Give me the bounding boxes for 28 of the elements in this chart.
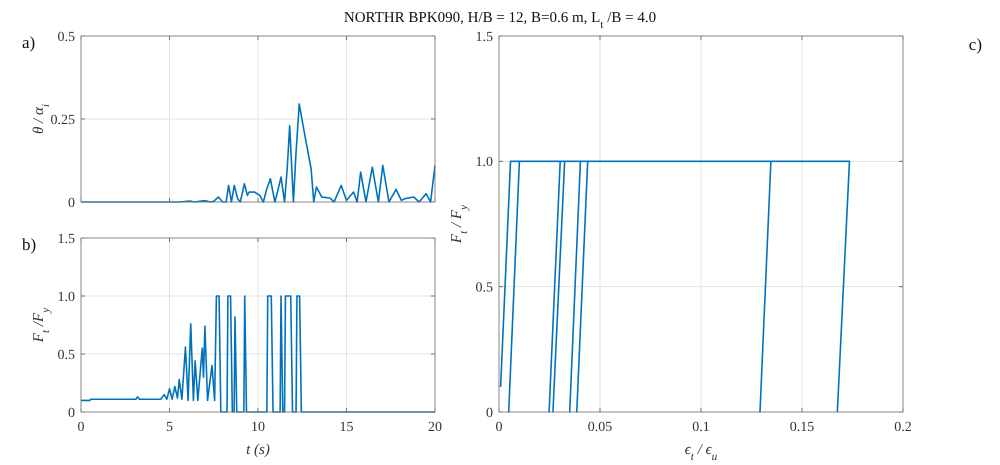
x-tick-label: 10 bbox=[251, 420, 265, 435]
y-tick-label: 0 bbox=[68, 196, 75, 211]
text: NORTHR BPK090, H/B = 12, B=0.6 m, L$_{t}$ /B = 4.0 bbox=[344, 10, 656, 31]
y-tick-label: 0.5 bbox=[476, 280, 493, 296]
x-tick-label: 15 bbox=[340, 420, 354, 435]
x-axis-title: ϵ$_{t}$ / ϵ$_{u}$ bbox=[684, 442, 718, 463]
y-tick-label: 0.5 bbox=[58, 348, 75, 363]
x-tick-label: 0.15 bbox=[790, 420, 814, 435]
y-tick-label: 0 bbox=[68, 406, 75, 421]
text: b) bbox=[22, 235, 36, 254]
x-tick-label: 0.1 bbox=[692, 420, 710, 435]
y-tick-label: 1.5 bbox=[476, 30, 493, 45]
y-tick-label: 1.5 bbox=[58, 232, 75, 247]
y-tick-label: 1.0 bbox=[58, 290, 75, 305]
x-tick-label: 0 bbox=[78, 420, 84, 435]
x-tick-label: 0.05 bbox=[588, 420, 612, 435]
x-tick-label: 5 bbox=[166, 420, 173, 435]
y-tick-label: 1.0 bbox=[476, 155, 493, 170]
text: c) bbox=[968, 35, 982, 54]
x-axis-title: t (s) bbox=[246, 442, 270, 458]
text: a) bbox=[22, 33, 36, 52]
x-tick-label: 0 bbox=[496, 420, 502, 435]
y-tick-label: 0 bbox=[486, 406, 493, 421]
y-tick-label: 0.25 bbox=[50, 112, 75, 128]
line-series bbox=[80, 295, 436, 413]
x-tick-label: 0.2 bbox=[894, 420, 912, 435]
x-tick-label: 20 bbox=[428, 420, 442, 435]
y-tick-label: 0.5 bbox=[58, 30, 75, 45]
